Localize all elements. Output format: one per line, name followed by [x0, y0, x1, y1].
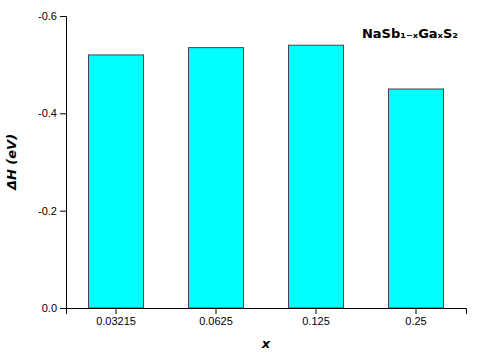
bar: [189, 48, 244, 308]
tick: -0.6: [38, 10, 66, 22]
bar: [389, 89, 444, 308]
x-axis: 0.03215 0.0625 0.125 0.25: [67, 308, 467, 327]
tick-mark: [416, 308, 417, 314]
y-axis: -0.6 -0.4 -0.2 0.0: [38, 10, 66, 314]
bar: [89, 55, 144, 308]
tick: 0.0625: [199, 308, 233, 327]
tick-label: 0.125: [302, 315, 330, 327]
tick-label: 0.0: [42, 302, 57, 314]
tick-mark: [116, 308, 117, 314]
tick-label: -0.2: [38, 205, 57, 217]
tick-mark: [216, 308, 217, 314]
bars: [89, 45, 444, 308]
tick: 0.03215: [96, 308, 136, 327]
tick-mark: [60, 308, 66, 309]
tick-mark: [60, 16, 66, 17]
x-axis-title: x: [261, 336, 271, 351]
tick-label: 0.0625: [199, 315, 233, 327]
chart: 0.03215 0.0625 0.125 0.25 -0.6 -0.4 -0.2 0.0 NaS…: [0, 0, 484, 360]
tick: -0.4: [38, 107, 66, 119]
y-axis-title: ΔH (eV): [4, 134, 19, 191]
tick-mark: [60, 211, 66, 212]
tick: 0.125: [302, 308, 330, 327]
axis-line: [67, 309, 467, 315]
tick: 0.25: [405, 308, 426, 327]
axis-line: [60, 17, 67, 309]
bar: [289, 45, 344, 308]
tick-label: 0.25: [405, 315, 426, 327]
tick: -0.2: [38, 205, 66, 217]
tick-label: 0.03215: [96, 315, 136, 327]
tick-mark: [316, 308, 317, 314]
tick-label: -0.6: [38, 10, 57, 22]
tick-label: -0.4: [38, 107, 57, 119]
plot: 0.03215 0.0625 0.125 0.25 -0.6 -0.4 -0.2 0.0 NaS…: [38, 10, 466, 327]
tick: 0.0: [42, 302, 66, 314]
tick-mark: [60, 113, 66, 114]
annotation: NaSb₁₋ₓGaₓS₂: [362, 26, 458, 41]
